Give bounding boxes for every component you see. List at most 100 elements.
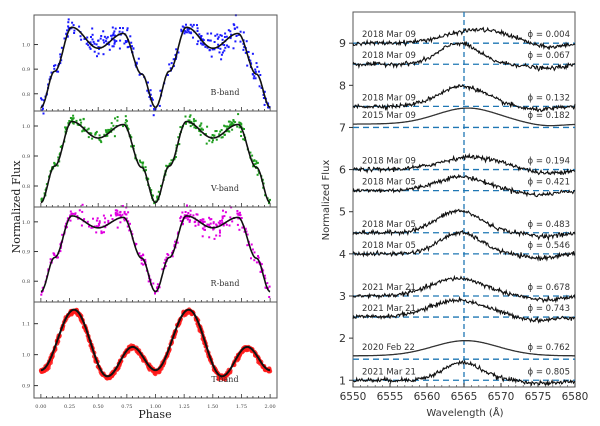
right-y-axis-label: Normalized Flux xyxy=(321,160,332,241)
data-point xyxy=(237,33,240,36)
data-point xyxy=(110,34,113,37)
data-point xyxy=(230,33,233,36)
data-point xyxy=(93,42,96,45)
data-point xyxy=(246,244,249,247)
data-point xyxy=(112,45,115,48)
data-point xyxy=(98,134,101,137)
data-point xyxy=(180,215,182,218)
data-point xyxy=(146,89,149,92)
data-point xyxy=(184,115,187,118)
data-point xyxy=(122,27,124,30)
data-point xyxy=(219,220,222,222)
data-point xyxy=(209,218,212,221)
data-point xyxy=(208,49,211,52)
data-point xyxy=(225,35,228,38)
data-point xyxy=(241,226,244,229)
data-point xyxy=(132,47,135,50)
data-point xyxy=(41,286,44,289)
data-point xyxy=(88,46,91,49)
data-point xyxy=(217,221,220,224)
data-point xyxy=(206,46,209,49)
data-point xyxy=(231,122,234,125)
data-point xyxy=(102,53,105,56)
spectrum-date-label: 2015 Mar 09 xyxy=(362,111,416,121)
spectrum-phase-label: ϕ = 0.132 xyxy=(528,93,570,103)
data-point xyxy=(202,128,204,131)
data-point xyxy=(121,31,124,34)
band-label: T-band xyxy=(211,375,238,384)
data-point xyxy=(251,73,254,76)
data-point xyxy=(234,40,237,43)
data-point xyxy=(187,119,190,122)
spectrum-date-label: 2021 Mar 21 xyxy=(362,304,416,314)
data-point xyxy=(70,212,73,215)
data-point xyxy=(206,125,209,128)
data-point xyxy=(215,138,218,141)
data-point xyxy=(239,30,242,33)
spectrum-series: 2021 Mar 21 ϕ = 0.743 xyxy=(352,295,576,324)
data-point xyxy=(232,120,235,123)
data-point xyxy=(64,225,67,228)
y-tick-label: 1.0 xyxy=(22,124,30,130)
y-tick-label: 1.0 xyxy=(22,220,30,226)
data-point xyxy=(114,213,117,216)
x-tick-label: 0.00 xyxy=(35,404,46,410)
data-point xyxy=(223,44,226,46)
model-fit-line xyxy=(40,215,271,293)
data-point xyxy=(153,371,158,377)
data-point xyxy=(40,197,43,200)
spectrum-line xyxy=(352,229,576,262)
data-point xyxy=(191,123,194,126)
data-point xyxy=(73,32,76,34)
spectrum-phase-label: ϕ = 0.546 xyxy=(528,241,570,251)
data-point xyxy=(239,40,242,43)
data-point xyxy=(240,123,243,126)
data-point xyxy=(152,114,155,117)
light-curve-panel-r-band: 0.8 0.9 1.0 R-band xyxy=(22,203,278,303)
data-point xyxy=(246,64,249,67)
data-point xyxy=(224,211,227,214)
data-point xyxy=(204,45,207,48)
data-point xyxy=(132,144,135,147)
data-point xyxy=(257,70,260,73)
data-point xyxy=(214,130,217,133)
data-point xyxy=(229,30,232,33)
y-tick-label: 8 xyxy=(339,79,346,92)
data-point xyxy=(110,214,112,217)
data-point xyxy=(195,127,197,130)
data-point xyxy=(115,40,118,43)
spectrum-series: 2015 Mar 09 ϕ = 0.182 xyxy=(353,107,576,129)
data-point xyxy=(123,42,126,45)
data-point xyxy=(223,49,226,52)
data-point xyxy=(269,198,271,201)
data-point xyxy=(153,107,156,110)
data-point xyxy=(40,293,43,296)
data-point xyxy=(177,51,180,54)
data-point xyxy=(183,26,186,29)
data-point xyxy=(131,45,133,48)
data-point xyxy=(149,89,152,92)
data-point xyxy=(56,164,59,167)
data-point xyxy=(54,64,57,67)
data-point xyxy=(88,225,90,228)
data-point xyxy=(92,217,94,220)
data-point xyxy=(235,35,238,37)
data-point xyxy=(81,203,84,206)
data-point xyxy=(189,23,192,26)
data-point xyxy=(218,234,221,237)
data-point xyxy=(68,26,71,29)
data-point xyxy=(110,127,113,130)
data-point xyxy=(219,222,222,225)
data-point xyxy=(53,64,55,67)
data-point xyxy=(188,31,191,34)
data-point xyxy=(156,283,159,286)
data-point xyxy=(257,256,260,259)
y-tick-label: 0.9 xyxy=(22,154,30,160)
data-point xyxy=(212,227,215,230)
data-point xyxy=(207,39,209,42)
data-point xyxy=(137,57,140,60)
data-point xyxy=(103,221,106,224)
data-point xyxy=(172,58,175,61)
data-point xyxy=(189,125,192,128)
